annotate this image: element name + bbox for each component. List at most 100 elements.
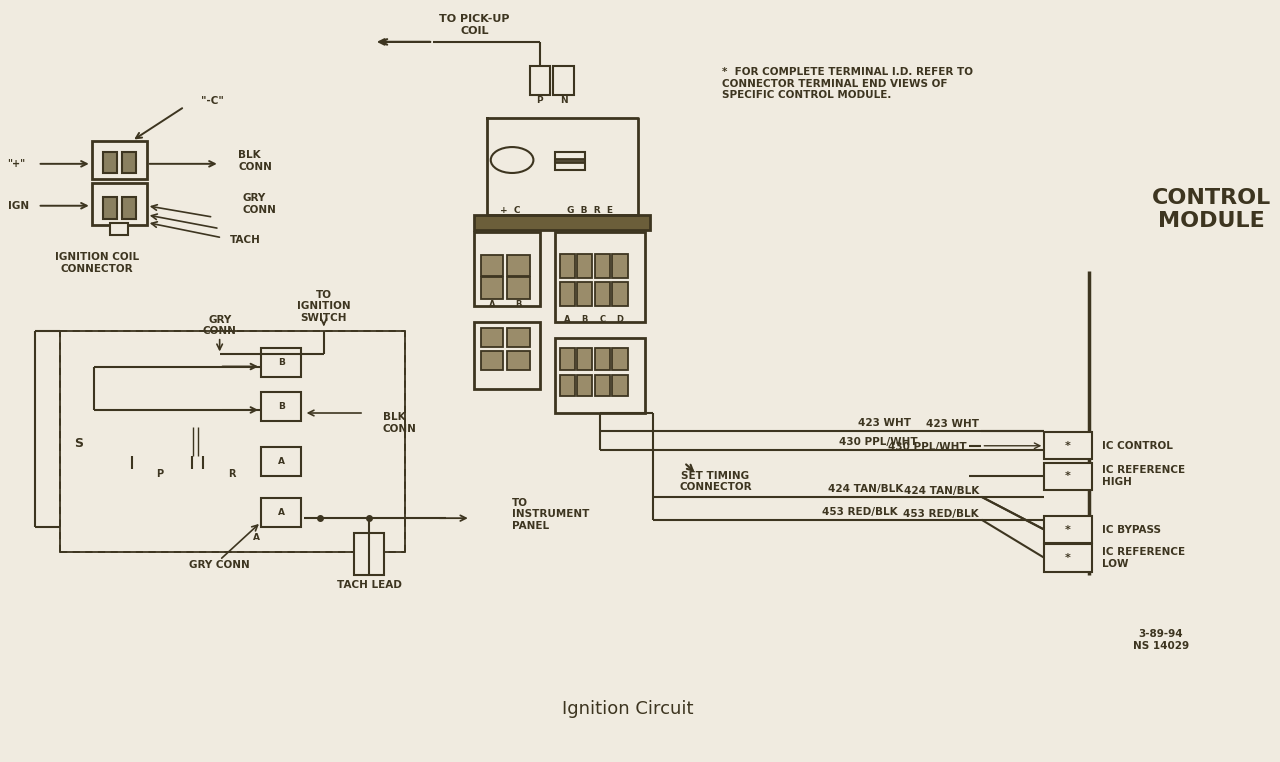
Bar (481, 328, 503, 347)
Text: B: B (581, 315, 588, 324)
Bar (559, 254, 575, 278)
Bar (122, 152, 136, 173)
Bar (481, 277, 503, 299)
Text: IC REFERENCE
HIGH: IC REFERENCE HIGH (1102, 466, 1185, 487)
Bar (1044, 432, 1092, 459)
Text: *  FOR COMPLETE TERMINAL I.D. REFER TO
CONNECTOR TERMINAL END VIEWS OF
SPECIFIC : * FOR COMPLETE TERMINAL I.D. REFER TO CO… (722, 67, 973, 101)
Bar (92, 141, 147, 179)
Bar (613, 348, 627, 370)
Bar (507, 328, 530, 347)
Text: B: B (278, 358, 284, 367)
Text: 423 WHT: 423 WHT (859, 418, 911, 428)
Bar (122, 197, 136, 219)
Text: R: R (228, 469, 236, 479)
Bar (595, 348, 611, 370)
Text: SET TIMING
CONNECTOR: SET TIMING CONNECTOR (680, 471, 751, 492)
Text: A: A (252, 533, 260, 542)
Text: *: * (1065, 552, 1071, 563)
Text: 430 PPL/WHT: 430 PPL/WHT (840, 437, 918, 447)
Bar (554, 338, 645, 413)
Text: TACH: TACH (229, 235, 261, 245)
Text: 430 PPL/WHT: 430 PPL/WHT (888, 442, 966, 453)
Text: TACH LEAD: TACH LEAD (337, 580, 402, 591)
Bar (1044, 463, 1092, 490)
Text: 3-89-94
NS 14029: 3-89-94 NS 14029 (1133, 629, 1189, 651)
Text: CONTROL
MODULE: CONTROL MODULE (1152, 188, 1271, 231)
Text: A: A (278, 457, 284, 466)
Text: IGNITION COIL
CONNECTOR: IGNITION COIL CONNECTOR (55, 252, 138, 274)
Bar (595, 254, 611, 278)
Bar (102, 197, 116, 219)
Bar (102, 152, 116, 173)
Bar (613, 282, 627, 306)
Text: "+": "+" (6, 158, 26, 169)
Text: D: D (617, 315, 623, 324)
Text: 424 TAN/BLK: 424 TAN/BLK (904, 486, 979, 497)
Bar (595, 375, 611, 396)
Bar (554, 152, 585, 170)
Text: BLK
CONN: BLK CONN (238, 150, 273, 171)
Bar (475, 215, 650, 230)
Text: *: * (1065, 524, 1071, 535)
Text: GRY CONN: GRY CONN (189, 560, 250, 571)
Text: GRY
CONN: GRY CONN (242, 194, 276, 215)
Bar (577, 282, 593, 306)
Bar (355, 533, 384, 575)
Bar (577, 254, 593, 278)
Bar (553, 66, 573, 95)
Bar (507, 351, 530, 370)
Text: *: * (1065, 471, 1071, 482)
Text: B: B (515, 300, 521, 309)
Bar (481, 255, 503, 276)
Text: 423 WHT: 423 WHT (925, 419, 979, 430)
Text: TO
IGNITION
SWITCH: TO IGNITION SWITCH (297, 290, 351, 323)
Text: N: N (559, 96, 567, 105)
Bar (613, 254, 627, 278)
Text: 424 TAN/BLK: 424 TAN/BLK (828, 484, 904, 495)
Text: "-C": "-C" (201, 96, 224, 107)
Bar (577, 375, 593, 396)
Text: 453 RED/BLK: 453 RED/BLK (904, 509, 979, 520)
Bar (1044, 544, 1092, 572)
Text: P: P (156, 469, 163, 479)
Bar (613, 375, 627, 396)
Polygon shape (486, 118, 637, 215)
Bar (110, 223, 128, 235)
Bar (559, 282, 575, 306)
Bar (261, 498, 301, 527)
Bar (559, 348, 575, 370)
Text: A: A (564, 315, 571, 324)
Text: B: B (278, 402, 284, 411)
Text: Ignition Circuit: Ignition Circuit (562, 700, 694, 718)
Text: +  C: + C (499, 206, 520, 215)
Text: IC CONTROL: IC CONTROL (1102, 440, 1172, 451)
Bar (475, 232, 540, 306)
Text: GRY
CONN: GRY CONN (202, 315, 237, 336)
Bar (1044, 516, 1092, 543)
Bar (559, 375, 575, 396)
Bar (261, 447, 301, 476)
Text: A: A (489, 300, 495, 309)
Text: IC REFERENCE
LOW: IC REFERENCE LOW (1102, 547, 1185, 568)
Text: IGN: IGN (8, 200, 29, 211)
Bar (261, 348, 301, 377)
Text: P: P (536, 96, 543, 105)
Text: S: S (74, 437, 83, 450)
Text: TO
INSTRUMENT
PANEL: TO INSTRUMENT PANEL (512, 498, 590, 531)
Bar (577, 348, 593, 370)
Bar (507, 255, 530, 276)
Text: G  B  R  E: G B R E (567, 206, 613, 215)
Text: TO PICK-UP
COIL: TO PICK-UP COIL (439, 14, 509, 36)
Bar (261, 392, 301, 421)
Bar (475, 322, 540, 389)
Text: 453 RED/BLK: 453 RED/BLK (822, 507, 897, 517)
Text: IC BYPASS: IC BYPASS (1102, 524, 1161, 535)
Bar (507, 277, 530, 299)
Text: C: C (599, 315, 605, 324)
Bar (60, 331, 406, 552)
Text: A: A (278, 508, 284, 517)
Text: *: * (1065, 440, 1071, 451)
Bar (530, 66, 549, 95)
Text: BLK
CONN: BLK CONN (383, 412, 417, 434)
Bar (554, 232, 645, 322)
